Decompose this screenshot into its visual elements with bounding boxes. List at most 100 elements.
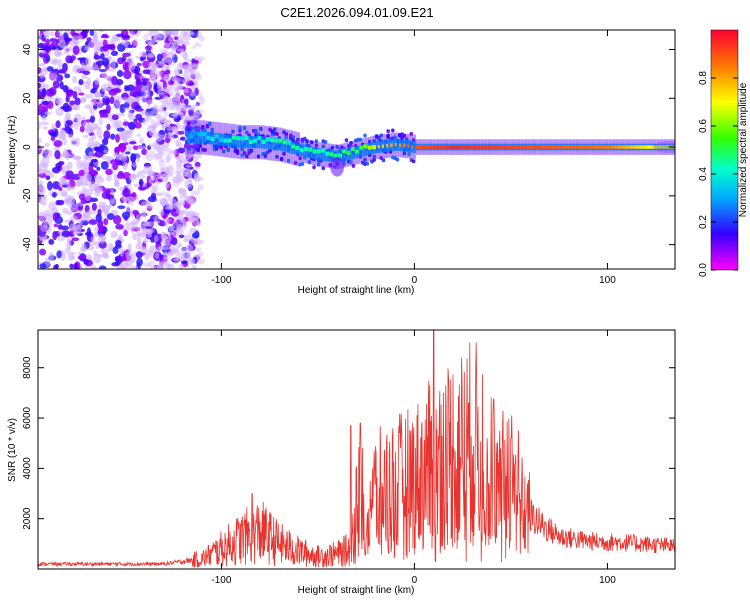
spectrogram-speckle — [119, 41, 127, 45]
spectrogram-speckle — [55, 106, 64, 117]
spectrogram-speckle — [146, 203, 154, 209]
spectrogram-speckle — [162, 74, 168, 81]
spectrogram-speckle — [154, 220, 161, 224]
spectrogram-ridge-cell — [321, 148, 326, 153]
spectrogram-speckle — [171, 74, 177, 82]
spectrogram-cell — [189, 126, 194, 131]
snr-ytick-label: 2000 — [22, 507, 33, 530]
spectrogram-cell — [203, 148, 207, 153]
spectrogram-speckle — [185, 243, 194, 253]
spectrogram-ridge-cell — [210, 137, 215, 142]
spectrogram-speckle — [166, 126, 174, 131]
spectrogram-speckle — [135, 96, 141, 103]
spectrogram-ridge-cell — [446, 145, 449, 149]
spectrogram-ridge-cell — [287, 140, 292, 145]
spectrogram-speckle — [154, 153, 159, 161]
spectrogram-cell — [320, 148, 324, 161]
spectrogram-speckle — [119, 143, 126, 153]
spectrogram-speckle — [191, 237, 199, 244]
spectrogram-speckle — [90, 97, 97, 107]
spectrogram-speckle — [142, 119, 148, 126]
spectrogram-speckle — [168, 80, 175, 86]
spectrogram-ridge-cell — [350, 146, 355, 151]
spectrogram-speckle — [40, 224, 50, 232]
spectrogram-speckle — [98, 135, 103, 140]
spectrogram-speckle — [198, 36, 206, 42]
spectrogram-ridge-cell — [572, 145, 575, 149]
spectrogram-speckle — [38, 82, 41, 89]
spectrogram-speckle — [196, 253, 201, 261]
spectrogram-heatmap — [38, 30, 675, 269]
spectrogram-cell — [305, 139, 309, 144]
spectrogram-speckle — [59, 81, 64, 90]
spectrogram-speckle — [184, 154, 191, 161]
spectrogram-ridge-cell — [193, 130, 198, 135]
spectrogram-speckle — [146, 234, 153, 238]
spectrogram-ridge-cell — [398, 143, 401, 147]
spectrogram-speckle — [124, 222, 131, 227]
spectrogram-cell — [300, 161, 305, 166]
spectrogram-speckle — [39, 73, 45, 79]
spectrogram-speckle — [195, 247, 202, 252]
spectrogram-ridge-cell — [214, 134, 219, 139]
spectrogram-panel: -100 0 100 -40 -20 0 20 40 Height of straight l… — [7, 29, 676, 296]
spectrogram-ridge-cell — [468, 145, 471, 149]
spectrogram-ridge-cell — [456, 145, 459, 149]
spectrogram-speckle — [126, 84, 135, 92]
spectrogram-ridge-cell — [441, 145, 444, 149]
spectrogram-cell — [307, 160, 312, 165]
spectrogram-ridge-cell — [342, 149, 347, 154]
spectrogram-speckle — [166, 153, 173, 160]
spectrogram-ridge-cell — [661, 145, 664, 149]
spectrogram-speckle — [178, 234, 185, 239]
spectrogram-ridge-cell — [508, 145, 511, 149]
spectrogram-ridge-cell — [549, 145, 552, 149]
spectrogram-speckle — [45, 54, 51, 63]
spectrogram-cell — [358, 137, 363, 142]
spectrogram-ridge-cell — [411, 145, 414, 149]
spectrogram-ridge-cell — [566, 145, 569, 149]
spectrogram-ridge-cell — [636, 145, 639, 149]
spectrogram-ridge-cell — [553, 145, 556, 149]
spectrogram-cell — [330, 156, 345, 177]
spectrogram-ridge-cell — [562, 145, 565, 149]
spectrogram-speckle — [100, 248, 110, 255]
spectrogram-speckle — [159, 134, 167, 140]
spectrogram-ridge-cell — [595, 145, 598, 149]
spectrogram-speckle — [194, 55, 199, 61]
spectrogram-speckle — [38, 120, 41, 131]
spectrogram-ridge-cell — [533, 145, 536, 149]
spectrogram-ridge-cell — [560, 145, 563, 149]
spectrogram-ridge-cell — [620, 145, 623, 149]
spectrogram-speckle — [179, 136, 186, 141]
spectrogram-cell — [187, 121, 191, 126]
spectrogram-ridge-cell — [489, 145, 492, 149]
spectrogram-speckle — [99, 109, 108, 113]
spectrogram-speckle — [167, 250, 175, 255]
spectrogram-cell — [200, 131, 203, 144]
spectrogram-speckle — [69, 100, 76, 106]
spectrogram-ridge-cell — [574, 145, 577, 149]
spectrogram-speckle — [60, 165, 70, 173]
spectrogram-speckle — [196, 177, 204, 181]
spectrogram-xtick-label: -100 — [211, 275, 231, 286]
spectrogram-ridge-cell — [227, 138, 232, 143]
snr-ytick-label: 4000 — [22, 457, 33, 480]
spectrogram-ridge-cell — [265, 137, 270, 142]
spectrogram-speckle — [195, 212, 200, 217]
spectrogram-cell — [409, 140, 412, 153]
spectrogram-speckle — [99, 144, 106, 149]
spectrogram-cell — [296, 137, 300, 142]
spectrogram-speckle — [175, 253, 180, 261]
spectrogram-cell — [321, 166, 326, 171]
spectrogram-speckle — [49, 31, 55, 37]
spectrogram-cell — [404, 139, 407, 152]
spectrogram-speckle — [149, 131, 156, 137]
spectrogram-speckle — [147, 196, 157, 203]
spectrogram-speckle — [186, 59, 193, 63]
spectrogram-ridge-cell — [253, 138, 258, 143]
spectrogram-speckle — [123, 229, 128, 237]
spectrogram-ridge-cell — [429, 145, 432, 149]
spectrogram-speckle — [89, 115, 96, 123]
spectrogram-cell — [207, 121, 212, 126]
